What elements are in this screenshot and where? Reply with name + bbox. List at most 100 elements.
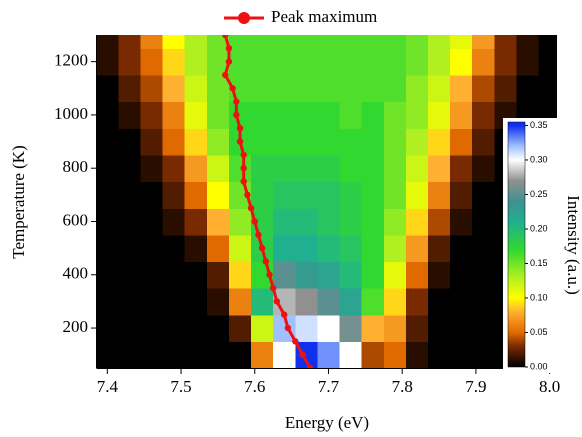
heat-cell (162, 181, 186, 209)
heat-cell (273, 181, 296, 209)
heat-cell (273, 154, 296, 183)
heat-cell (162, 128, 186, 156)
heat-cell (383, 35, 407, 49)
heat-cell (361, 341, 385, 368)
heat-cell (427, 74, 451, 103)
heat-cell (140, 314, 164, 342)
heat-cell (472, 35, 495, 49)
x-tick-label: 7.7 (318, 377, 340, 396)
heat-cell (317, 35, 341, 49)
heat-cell (405, 314, 429, 342)
peak-marker (222, 35, 229, 39)
heat-cell (383, 128, 407, 156)
peak-marker (269, 284, 277, 292)
heat-cell (228, 101, 252, 129)
peak-marker (225, 58, 233, 65)
heat-cell (97, 101, 119, 129)
heat-cell (97, 208, 119, 236)
heat-cell (118, 341, 142, 368)
heat-cell (184, 48, 208, 76)
heat-cell (427, 181, 451, 209)
heat-cell (97, 35, 119, 49)
heat-cell (118, 234, 142, 263)
heat-cell (494, 48, 518, 76)
peak-marker (251, 218, 258, 225)
heat-cell (516, 74, 540, 103)
y-tick-label: 1200 (54, 51, 88, 70)
heat-cell (228, 154, 252, 183)
heatmap (97, 35, 557, 368)
heat-cell (383, 74, 407, 103)
heat-cell (317, 261, 341, 289)
heat-cell (383, 314, 407, 342)
heat-cell (251, 154, 274, 183)
heat-cell (206, 234, 230, 263)
heat-cell (383, 341, 407, 368)
heat-cell (383, 208, 407, 236)
heat-cell (361, 154, 385, 183)
heat-cell (450, 288, 473, 316)
legend-marker (238, 12, 250, 24)
heat-cell (118, 288, 142, 316)
heat-cell (295, 234, 319, 263)
colorbar-scale (507, 121, 526, 368)
colorbar-tick-label: 0.15 (530, 258, 548, 268)
heat-cell (273, 341, 296, 368)
y-tick-label: 200 (63, 317, 89, 336)
colorbar-tick-label: 0.25 (530, 189, 548, 199)
x-axis-label: Energy (eV) (285, 413, 369, 432)
heat-cell (538, 48, 557, 76)
x-tick-label: 7.4 (97, 377, 119, 396)
heat-cell (273, 101, 296, 129)
heat-cell (361, 181, 385, 209)
heat-cell (206, 341, 230, 368)
heat-cell (450, 341, 473, 368)
heat-cell (295, 314, 319, 342)
heat-cell (472, 314, 495, 342)
peak-marker (236, 125, 244, 132)
heat-cell (472, 208, 495, 236)
x-tick-label: 7.8 (392, 377, 413, 396)
x-tick-label: 7.5 (170, 377, 191, 396)
heat-cell (97, 154, 119, 183)
heat-cell (162, 261, 186, 289)
heat-cell (361, 314, 385, 342)
heat-cell (427, 48, 451, 76)
peak-marker (240, 165, 247, 172)
heat-cell (140, 341, 164, 368)
heat-cell (450, 74, 473, 103)
heat-cell (427, 234, 451, 263)
peak-marker (258, 244, 266, 252)
heat-cell (361, 74, 385, 103)
heat-cell (339, 261, 363, 289)
heat-cell (118, 208, 142, 236)
heat-cell (383, 261, 407, 289)
heat-cell (228, 208, 252, 236)
heat-cell (206, 35, 230, 49)
heat-cell (228, 261, 252, 289)
heat-cell (162, 154, 186, 183)
heat-cell (162, 48, 186, 76)
heat-cell (472, 261, 495, 289)
heat-cell (97, 261, 119, 289)
colorbar-tick-label: 0.00 (530, 361, 548, 371)
heat-cell (97, 288, 119, 316)
heat-cell (450, 101, 473, 129)
heat-cell (538, 74, 557, 103)
heat-cell (472, 48, 495, 76)
heat-cell (206, 261, 230, 289)
heat-cell (450, 234, 473, 263)
heat-cell (118, 128, 142, 156)
heat-cell (405, 341, 429, 368)
heat-cell (184, 128, 208, 156)
heat-cell (273, 234, 296, 263)
x-tick-label: 7.6 (244, 377, 265, 396)
heat-cell (184, 101, 208, 129)
heat-cell (206, 101, 230, 129)
heat-cell (405, 35, 429, 49)
heat-cell (339, 74, 363, 103)
heat-cell (339, 154, 363, 183)
heat-cell (339, 234, 363, 263)
heat-cell (206, 154, 230, 183)
